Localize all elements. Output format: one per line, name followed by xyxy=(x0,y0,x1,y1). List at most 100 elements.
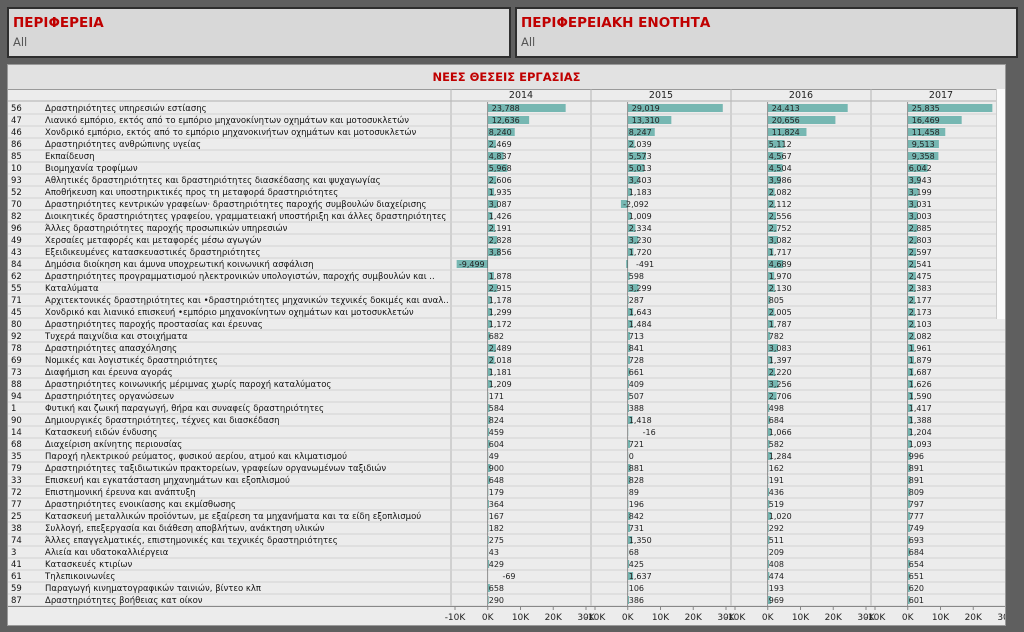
row-label: Δραστηριότητες υπηρεσιών εστίασης xyxy=(45,103,207,114)
data-bar xyxy=(487,464,491,472)
data-label: 1,961 xyxy=(909,344,932,353)
data-label: 996 xyxy=(909,452,924,461)
chart-panel: ΝΕΕΣ ΘΕΣΕΙΣ ΕΡΓΑΣΙΑΣ 2014 2015 2016 2017 56 Δ… xyxy=(7,64,1006,626)
data-label: 13,310 xyxy=(632,116,660,125)
data-label: 1,181 xyxy=(489,368,512,377)
filter-value[interactable]: All xyxy=(13,35,28,49)
row-code: 10 xyxy=(11,164,22,174)
data-bar xyxy=(487,164,508,172)
row-label: Αλιεία και υδατοκαλλιέργεια xyxy=(45,547,169,558)
data-label: 474 xyxy=(769,572,784,581)
data-label: 287 xyxy=(629,296,644,305)
data-bar xyxy=(487,104,566,112)
data-bar xyxy=(487,500,489,508)
x-tick-label: 10K xyxy=(512,613,530,623)
data-label: 2,005 xyxy=(769,308,792,317)
data-bar xyxy=(767,488,770,496)
row-label: Παροχή ηλεκτρικού ρεύματος, φυσικού αερί… xyxy=(45,451,347,462)
data-label: 5,013 xyxy=(629,164,652,173)
data-label: 2,130 xyxy=(769,284,792,293)
data-label: 193 xyxy=(769,584,784,593)
row-label: Δραστηριότητες ανθρώπινης υγείας xyxy=(45,139,201,150)
x-tick-label: -10K xyxy=(725,613,747,623)
data-label: 25,835 xyxy=(912,104,940,113)
data-bar xyxy=(627,296,629,304)
data-label: -16 xyxy=(643,428,656,437)
x-tick-label: -10K xyxy=(865,613,887,623)
data-label: 1,935 xyxy=(489,188,512,197)
data-bar xyxy=(487,416,491,424)
data-bar xyxy=(627,104,723,112)
data-label: 749 xyxy=(909,524,924,533)
row-label: Δημόσια διοίκηση και άμυνα υποχρεωτική κ… xyxy=(45,259,313,270)
data-bar xyxy=(767,320,774,328)
data-bar xyxy=(627,500,629,508)
data-label: 824 xyxy=(489,416,504,425)
filter-periferiaki-enotita[interactable]: ΠΕΡΙΦΕΡΕΙΑΚΗ ΕΝΟΤΗΤΑ All xyxy=(515,7,1018,58)
data-label: 2,082 xyxy=(769,188,792,197)
data-bar xyxy=(627,116,672,124)
row-code: 25 xyxy=(11,512,22,522)
data-bar xyxy=(767,176,781,184)
data-bar xyxy=(487,536,489,544)
data-label: 182 xyxy=(489,524,504,533)
data-bar xyxy=(907,284,916,292)
data-bar xyxy=(907,236,917,244)
data-label: 891 xyxy=(909,476,924,485)
data-label: 2,173 xyxy=(909,308,932,317)
data-bar xyxy=(627,320,633,328)
row-label: Συλλογή, επεξεργασία και διάθεση αποβλήτ… xyxy=(45,523,325,534)
row-label: Λιανικό εμπόριο, εκτός από το εμπόριο μη… xyxy=(45,115,409,126)
data-label: 1,388 xyxy=(909,416,932,425)
data-bar xyxy=(627,152,647,160)
row-label: Δραστηριότητες ενοικίασης και εκμίσθωσης xyxy=(45,499,236,510)
row-label: Βιομηχανία τροφίμων xyxy=(45,164,138,174)
data-label: 68 xyxy=(629,548,639,557)
data-bar xyxy=(767,500,770,508)
data-bar xyxy=(907,260,917,268)
data-label: 2,112 xyxy=(769,200,792,209)
data-label: 106 xyxy=(629,584,644,593)
data-label: 2,039 xyxy=(629,140,652,149)
row-label: Δραστηριότητες βοήθειας κατ οίκον xyxy=(45,595,203,606)
x-tick-label: 0K xyxy=(762,613,775,623)
data-label: 1,350 xyxy=(629,536,652,545)
data-label: 2,556 xyxy=(769,212,792,221)
scrollbar[interactable] xyxy=(996,89,1005,319)
data-bar xyxy=(627,392,630,400)
data-bar xyxy=(767,380,779,388)
row-code: 77 xyxy=(11,500,22,510)
x-tick-label: -10K xyxy=(585,613,607,623)
filter-periferia[interactable]: ΠΕΡΙΦΕΡΕΙΑ All xyxy=(7,7,511,58)
data-bar xyxy=(487,212,493,220)
data-bar xyxy=(487,584,490,592)
data-label: 23,788 xyxy=(492,104,520,113)
filter-value[interactable]: All xyxy=(521,35,536,49)
row-code: 69 xyxy=(11,356,22,366)
data-bar xyxy=(767,416,770,424)
data-bar xyxy=(907,584,910,592)
year-header: 2015 xyxy=(649,90,673,101)
data-bar xyxy=(767,116,836,124)
data-label: 425 xyxy=(629,560,644,569)
data-label: 0 xyxy=(629,452,634,461)
data-bar xyxy=(767,272,775,280)
row-label: Εξειδικευμένες κατασκευαστικές δραστηριό… xyxy=(45,247,261,258)
data-bar xyxy=(620,200,628,208)
data-bar xyxy=(627,536,633,544)
data-bar xyxy=(627,512,631,520)
data-bar xyxy=(907,248,917,256)
data-bar xyxy=(767,524,769,532)
data-label: 842 xyxy=(629,512,644,521)
data-bar xyxy=(907,140,939,148)
data-label: 290 xyxy=(489,596,504,605)
data-bar xyxy=(627,224,636,232)
row-label: Άλλες δραστηριότητες παροχής προσωπικών … xyxy=(45,223,288,234)
data-bar xyxy=(627,332,631,340)
data-bar xyxy=(767,572,770,580)
data-bar xyxy=(487,116,530,124)
data-bar xyxy=(907,572,910,580)
row-label: Δραστηριότητες παροχής προστασίας και έρ… xyxy=(45,319,263,330)
row-code: 72 xyxy=(11,488,22,498)
data-label: 171 xyxy=(489,392,504,401)
